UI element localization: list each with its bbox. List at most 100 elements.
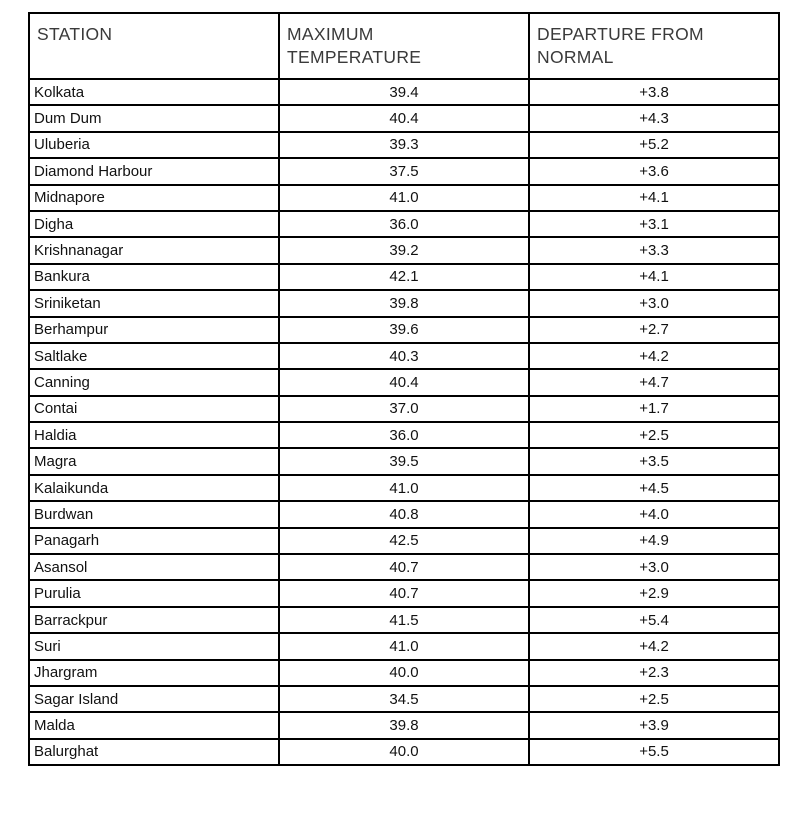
- table-row: Malda 39.8 +3.9: [28, 711, 780, 740]
- station-name-cell: Canning: [28, 368, 280, 397]
- max-temp-cell: 40.7: [278, 553, 530, 582]
- station-name-cell: Berhampur: [28, 315, 280, 344]
- departure-cell: +4.7: [528, 368, 780, 397]
- table-row: Canning 40.4 +4.7: [28, 368, 780, 397]
- max-temp-cell: 36.0: [278, 421, 530, 450]
- station-name-cell: Haldia: [28, 421, 280, 450]
- table-row: Diamond Harbour 37.5 +3.6: [28, 157, 780, 186]
- departure-cell: +5.5: [528, 737, 780, 767]
- departure-cell: +5.4: [528, 605, 780, 635]
- max-temp-cell: 40.4: [278, 104, 530, 133]
- table-row: Berhampur 39.6 +2.7: [28, 315, 780, 344]
- station-name-cell: Contai: [28, 394, 280, 424]
- max-temp-cell: 37.5: [278, 157, 530, 186]
- departure-cell: +2.5: [528, 684, 780, 714]
- departure-cell: +5.2: [528, 130, 780, 160]
- max-temp-cell: 39.8: [278, 289, 530, 318]
- station-name-cell: Saltlake: [28, 341, 280, 371]
- max-temp-cell: 40.4: [278, 368, 530, 397]
- departure-cell: +1.7: [528, 394, 780, 424]
- max-temp-cell: 40.0: [278, 737, 530, 767]
- departure-cell: +2.5: [528, 421, 780, 450]
- departure-cell: +2.9: [528, 579, 780, 608]
- station-name-cell: Bankura: [28, 262, 280, 292]
- max-temp-cell: 42.5: [278, 526, 530, 556]
- departure-cell: +3.0: [528, 553, 780, 582]
- table-row: Uluberia 39.3 +5.2: [28, 130, 780, 160]
- table-row: Sagar Island 34.5 +2.5: [28, 684, 780, 714]
- max-temp-cell: 39.2: [278, 236, 530, 265]
- station-name-cell: Burdwan: [28, 500, 280, 529]
- table-row: Sriniketan 39.8 +3.0: [28, 289, 780, 318]
- departure-cell: +4.5: [528, 473, 780, 503]
- max-temp-cell: 39.4: [278, 77, 530, 107]
- max-temp-cell: 37.0: [278, 394, 530, 424]
- departure-cell: +3.8: [528, 77, 780, 107]
- table-row: Purulia 40.7 +2.9: [28, 579, 780, 608]
- departure-cell: +3.9: [528, 711, 780, 740]
- departure-cell: +4.0: [528, 500, 780, 529]
- departure-cell: +3.1: [528, 209, 780, 239]
- max-temp-cell: 39.5: [278, 447, 530, 476]
- departure-cell: +3.3: [528, 236, 780, 265]
- station-name-cell: Magra: [28, 447, 280, 476]
- departure-cell: +4.2: [528, 632, 780, 661]
- station-name-cell: Krishnanagar: [28, 236, 280, 265]
- table-row: Panagarh 42.5 +4.9: [28, 526, 780, 556]
- departure-cell: +4.2: [528, 341, 780, 371]
- max-temp-cell: 34.5: [278, 684, 530, 714]
- station-name-cell: Barrackpur: [28, 605, 280, 635]
- table-body: Kolkata 39.4 +3.8 Dum Dum 40.4 +4.3 Ulub…: [28, 77, 780, 767]
- station-name-cell: Sriniketan: [28, 289, 280, 318]
- table-row: Suri 41.0 +4.2: [28, 632, 780, 661]
- column-header-maximum-temperature: MAXIMUM TEMPERATURE: [278, 12, 530, 80]
- table-row: Dum Dum 40.4 +4.3: [28, 104, 780, 133]
- table-row: Krishnanagar 39.2 +3.3: [28, 236, 780, 265]
- max-temp-cell: 42.1: [278, 262, 530, 292]
- departure-cell: +3.6: [528, 157, 780, 186]
- station-name-cell: Sagar Island: [28, 684, 280, 714]
- table-row: Jhargram 40.0 +2.3: [28, 658, 780, 687]
- departure-cell: +2.7: [528, 315, 780, 344]
- table-row: Burdwan 40.8 +4.0: [28, 500, 780, 529]
- max-temp-cell: 41.0: [278, 473, 530, 503]
- departure-cell: +4.3: [528, 104, 780, 133]
- departure-cell: +3.0: [528, 289, 780, 318]
- station-name-cell: Uluberia: [28, 130, 280, 160]
- station-name-cell: Midnapore: [28, 183, 280, 212]
- table-row: Kalaikunda 41.0 +4.5: [28, 473, 780, 503]
- station-name-cell: Panagarh: [28, 526, 280, 556]
- max-temp-cell: 40.0: [278, 658, 530, 687]
- table-row: Haldia 36.0 +2.5: [28, 421, 780, 450]
- table-row: Magra 39.5 +3.5: [28, 447, 780, 476]
- max-temp-cell: 41.0: [278, 183, 530, 212]
- table-row: Asansol 40.7 +3.0: [28, 553, 780, 582]
- table-row: Kolkata 39.4 +3.8: [28, 77, 780, 107]
- table-row: Barrackpur 41.5 +5.4: [28, 605, 780, 635]
- table-row: Digha 36.0 +3.1: [28, 209, 780, 239]
- max-temp-cell: 39.3: [278, 130, 530, 160]
- max-temp-cell: 40.3: [278, 341, 530, 371]
- station-name-cell: Diamond Harbour: [28, 157, 280, 186]
- table-row: Contai 37.0 +1.7: [28, 394, 780, 424]
- max-temp-cell: 40.7: [278, 579, 530, 608]
- station-name-cell: Suri: [28, 632, 280, 661]
- max-temp-cell: 39.8: [278, 711, 530, 740]
- max-temp-cell: 41.0: [278, 632, 530, 661]
- departure-cell: +4.1: [528, 183, 780, 212]
- station-name-cell: Asansol: [28, 553, 280, 582]
- station-name-cell: Malda: [28, 711, 280, 740]
- station-name-cell: Dum Dum: [28, 104, 280, 133]
- max-temp-cell: 41.5: [278, 605, 530, 635]
- column-header-station: STATION: [28, 12, 280, 80]
- station-weather-table: STATION MAXIMUM TEMPERATURE DEPARTURE FR…: [28, 12, 780, 767]
- table-header: STATION MAXIMUM TEMPERATURE DEPARTURE FR…: [28, 12, 780, 80]
- station-name-cell: Kolkata: [28, 77, 280, 107]
- table-row: Bankura 42.1 +4.1: [28, 262, 780, 292]
- station-weather-table-container: STATION MAXIMUM TEMPERATURE DEPARTURE FR…: [28, 12, 780, 767]
- station-name-cell: Digha: [28, 209, 280, 239]
- column-header-departure-from-normal: DEPARTURE FROM NORMAL: [528, 12, 780, 80]
- departure-cell: +4.1: [528, 262, 780, 292]
- station-name-cell: Balurghat: [28, 737, 280, 767]
- max-temp-cell: 39.6: [278, 315, 530, 344]
